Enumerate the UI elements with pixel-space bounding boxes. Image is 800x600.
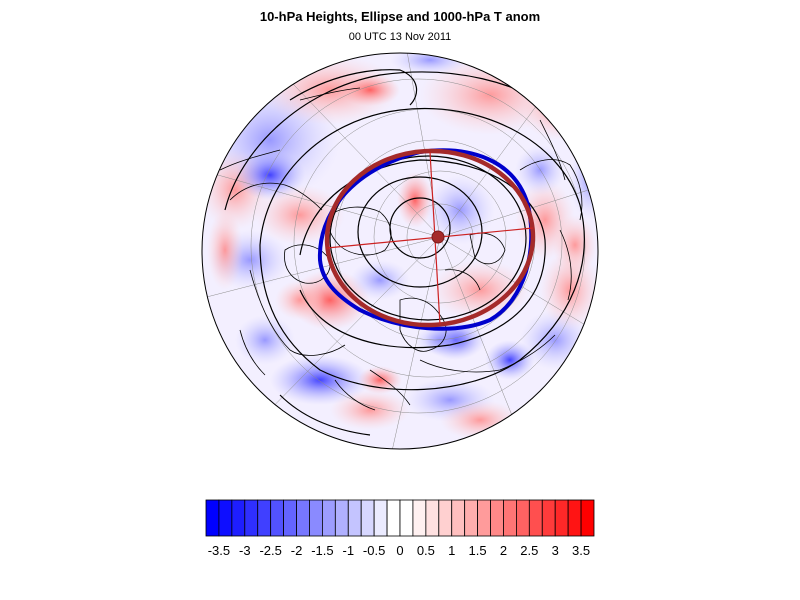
colorbar-tick-label: 2.5 — [520, 543, 538, 558]
colorbar-box — [296, 499, 310, 537]
colorbar-box — [451, 499, 466, 537]
colorbar-box — [554, 499, 569, 537]
colorbar-box — [464, 499, 479, 537]
colorbar-box — [321, 499, 336, 537]
colorbar-box — [334, 499, 349, 537]
colorbar-box — [567, 499, 582, 537]
colorbar-tick-label: 1.5 — [469, 543, 487, 558]
colorbar-box — [360, 499, 375, 537]
colorbar-box — [257, 499, 272, 537]
colorbar-tick-label: -0.5 — [363, 543, 385, 558]
colorbar-box — [438, 499, 453, 537]
colorbar-box — [283, 499, 297, 537]
colorbar-box — [386, 499, 401, 537]
ellipse-center-marker — [431, 230, 445, 244]
colorbar-box — [231, 499, 246, 537]
colorbar-tick-label: 2 — [500, 543, 507, 558]
colorbar-box — [373, 499, 388, 537]
colorbar-box — [347, 499, 362, 537]
figure-subtitle: 00 UTC 13 Nov 2011 — [348, 31, 452, 43]
colorbar-box — [503, 499, 517, 537]
colorbar-box — [399, 499, 414, 537]
fitted-ellipse — [324, 148, 536, 328]
colorbar-box — [244, 499, 259, 537]
colorbar-box — [516, 499, 530, 537]
colorbar-box — [218, 499, 233, 537]
colorbar-box — [270, 499, 285, 537]
colorbar-box — [528, 499, 543, 537]
colorbar-tick-label: 0.5 — [417, 543, 435, 558]
colorbar-tick-label: -1 — [342, 543, 354, 558]
colorbar-box — [541, 499, 556, 537]
colorbar-tick-label: 3.5 — [572, 543, 590, 558]
colorbar-box — [412, 499, 427, 537]
colorbar-tick-label: -1.5 — [311, 543, 333, 558]
colorbar-box — [580, 499, 595, 537]
colorbar-box — [425, 499, 440, 537]
colorbar-tick-label: 3 — [552, 543, 559, 558]
colorbar-box — [205, 499, 220, 537]
colorbar-tick-label: -3 — [239, 543, 251, 558]
colorbar-box — [477, 499, 491, 537]
figure-title: 10-hPa Heights, Ellipse and 1000-hPa T a… — [259, 9, 541, 24]
colorbar-box — [309, 499, 323, 537]
colorbar-tick-label: -2.5 — [259, 543, 281, 558]
colorbar-tick-label: -2 — [291, 543, 303, 558]
globe-outline — [201, 52, 599, 450]
colorbar-tick-label: 1 — [448, 543, 455, 558]
colorbar-box — [490, 499, 504, 537]
colorbar-tick-label: 0 — [396, 543, 403, 558]
colorbar-tick-label: -3.5 — [208, 543, 230, 558]
